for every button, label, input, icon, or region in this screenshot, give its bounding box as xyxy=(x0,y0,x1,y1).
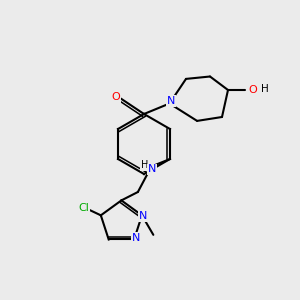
Text: N: N xyxy=(167,96,175,106)
Text: Cl: Cl xyxy=(78,202,89,212)
Text: O: O xyxy=(112,92,121,103)
Text: N: N xyxy=(148,164,156,175)
Text: H: H xyxy=(261,84,268,94)
Text: N: N xyxy=(131,233,140,243)
Text: H: H xyxy=(141,160,148,170)
Text: O: O xyxy=(249,85,258,95)
Text: N: N xyxy=(139,211,148,221)
